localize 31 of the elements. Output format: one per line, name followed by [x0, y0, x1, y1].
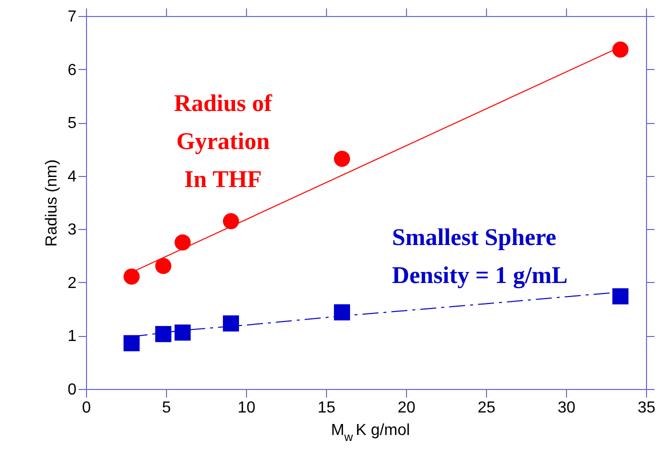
- point: [174, 234, 191, 251]
- point: [155, 258, 172, 274]
- y-tick-label: 2: [68, 274, 77, 292]
- x-tick-label: 20: [398, 400, 416, 416]
- series-label: Smallest Sphere Density = 1 g/mL: [392, 225, 568, 289]
- point: [334, 304, 350, 320]
- x-tick-label: 35: [638, 400, 656, 416]
- x-tick-label: 30: [558, 400, 576, 416]
- point: [334, 150, 350, 167]
- y-tick-label: 7: [68, 8, 77, 26]
- y-tick-label: 1: [68, 328, 77, 346]
- point: [612, 42, 628, 58]
- x-tick-label: 5: [162, 400, 172, 416]
- point: [612, 288, 628, 304]
- y-tick-label: 4: [68, 168, 77, 186]
- y-tick-label: 0: [68, 382, 77, 398]
- point: [124, 268, 140, 285]
- point: [155, 326, 172, 342]
- y-tick-label: 3: [68, 222, 77, 239]
- point: [174, 324, 191, 341]
- y-axis-title: Radius (nm): [44, 159, 61, 247]
- x-tick-label: 10: [238, 400, 256, 416]
- y-tick-label: 6: [68, 62, 77, 79]
- y-tick-label: 5: [68, 115, 77, 132]
- x-tick-label: 0: [82, 400, 92, 416]
- series-label: Radius of Gyration In THF: [174, 91, 274, 193]
- point: [222, 213, 240, 230]
- point: [124, 335, 140, 352]
- x-tick-label: 15: [318, 400, 336, 416]
- x-tick-label: 25: [478, 400, 496, 416]
- point: [222, 315, 240, 332]
